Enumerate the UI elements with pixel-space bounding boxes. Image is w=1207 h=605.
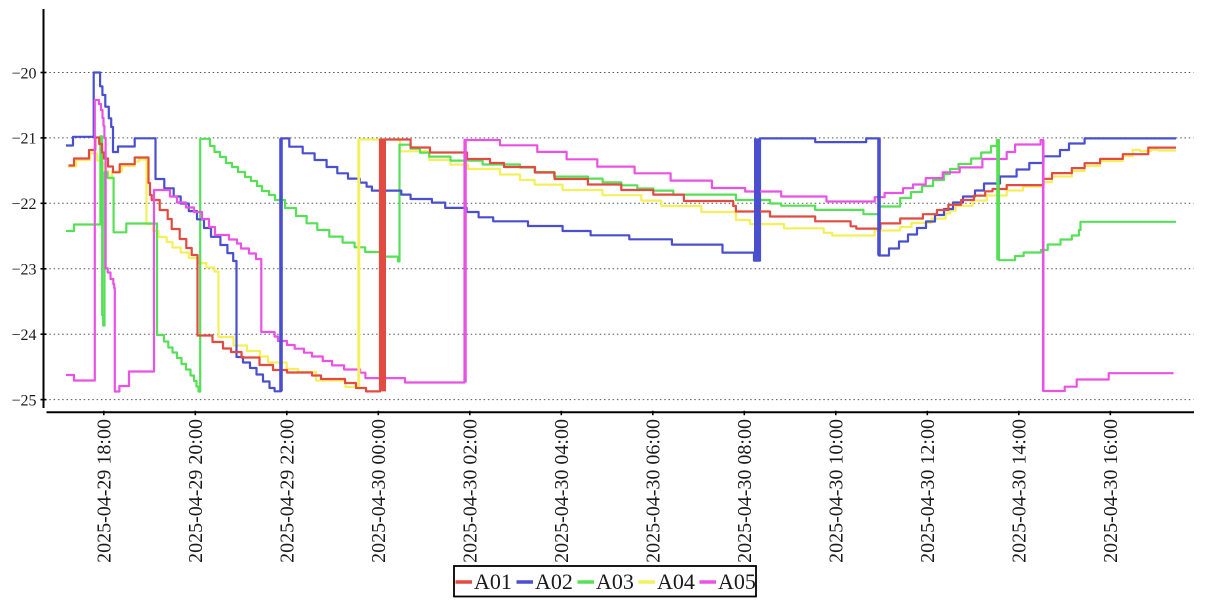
svg-text:−23: −23	[11, 262, 36, 279]
svg-text:2025-04-30 02:00: 2025-04-30 02:00	[459, 419, 481, 563]
svg-text:2025-04-30 16:00: 2025-04-30 16:00	[1100, 419, 1122, 563]
svg-text:A03: A03	[596, 569, 634, 594]
svg-text:−24: −24	[11, 327, 36, 344]
svg-text:2025-04-30 10:00: 2025-04-30 10:00	[825, 419, 847, 563]
svg-text:−25: −25	[11, 392, 36, 409]
svg-text:−20: −20	[11, 65, 36, 82]
svg-text:2025-04-30 04:00: 2025-04-30 04:00	[551, 419, 573, 563]
svg-text:2025-04-29 22:00: 2025-04-29 22:00	[276, 419, 298, 563]
svg-text:A04: A04	[657, 569, 695, 594]
svg-text:2025-04-29 18:00: 2025-04-29 18:00	[93, 419, 115, 563]
svg-text:A01: A01	[474, 569, 512, 594]
svg-text:2025-04-30 14:00: 2025-04-30 14:00	[1008, 419, 1030, 563]
svg-text:2025-04-30 00:00: 2025-04-30 00:00	[368, 419, 390, 563]
svg-text:−21: −21	[11, 131, 36, 148]
svg-text:2025-04-30 08:00: 2025-04-30 08:00	[734, 419, 756, 563]
svg-text:A02: A02	[535, 569, 573, 594]
svg-text:2025-04-29 20:00: 2025-04-29 20:00	[185, 419, 207, 563]
svg-text:−22: −22	[11, 196, 36, 213]
svg-text:A05: A05	[718, 569, 756, 594]
svg-text:2025-04-30 06:00: 2025-04-30 06:00	[642, 419, 664, 563]
svg-text:2025-04-30 12:00: 2025-04-30 12:00	[917, 419, 939, 563]
